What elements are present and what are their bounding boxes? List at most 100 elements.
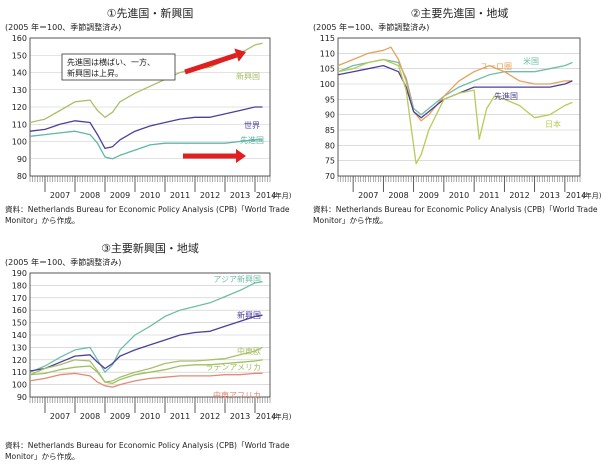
y-tick-label: 100 [12,138,27,147]
x-axis-unit: (年月) [582,191,602,200]
x-tick-label: 2014 [256,412,276,421]
x-axis-unit: (年月) [272,412,292,421]
source-note: 資料：Netherlands Bureau for Economic Polic… [313,205,598,225]
y-tick-label: 120 [12,103,27,112]
y-tick-label: 80 [17,172,27,181]
x-tick-label: 2014 [566,191,586,200]
x-tick-label: 2014 [256,191,276,200]
series-label: 先進国 [494,91,518,101]
chart-title: ②主要先進国・地域 [410,7,509,20]
x-tick-label: 2012 [200,412,220,421]
series-label: 先進国 [240,135,264,145]
series-label: 世界 [244,120,260,130]
x-tick-label: 2012 [200,191,220,200]
y-tick-label: 130 [12,343,27,352]
plot-frame [337,37,581,177]
unit-label: (2005 年＝100、季節調整済み) [313,23,430,32]
y-tick-label: 95 [325,95,335,104]
x-tick-label: 2013 [540,191,560,200]
y-tick-label: 160 [12,306,27,315]
series-line [29,106,263,150]
chart-title: ①先進国・新興国 [106,7,194,20]
y-tick-label: 110 [12,368,27,377]
x-tick-label: 2010 [140,191,160,200]
trend-arrow [184,52,238,75]
chart-title: ③主要新興国・地域 [101,242,199,255]
trend-arrow-head [236,149,246,163]
series-label: アジア新興国 [213,274,261,284]
source-note: 資料：Netherlands Bureau for Economic Polic… [5,441,290,461]
y-tick-label: 80 [325,141,335,150]
y-tick-label: 90 [17,155,27,164]
x-tick-label: 2008 [388,191,408,200]
x-tick-label: 2013 [230,412,250,421]
series-line [29,281,263,373]
y-tick-label: 120 [12,356,27,365]
x-tick-label: 2008 [80,412,100,421]
x-tick-label: 2009 [110,412,130,421]
annotation-text: 先進国は横ばい、一方、 [67,57,155,67]
chart-panel-1: ①先進国・新興国 (2005 年＝100、季節調整済み) 80 90 100 110 1… [0,0,300,230]
y-tick-label: 140 [12,69,27,78]
chart-panel-2: ②主要先進国・地域 (2005 年＝100、季節調整済み) 70 75 80 85 90… [308,0,611,230]
x-tick-label: 2009 [419,191,439,200]
series-label: ユーロ圏 [480,62,512,71]
series-line [29,372,263,388]
x-tick-label: 2007 [50,191,70,200]
series-label: 中東アフリカ [213,390,261,400]
series-line [29,130,263,160]
x-tick-label: 2012 [509,191,529,200]
trend-arrow-head [234,48,246,62]
x-tick-label: 2007 [50,412,70,421]
series-line [29,314,263,372]
y-tick-label: 90 [17,393,27,402]
series-label: 新興国 [237,310,261,320]
x-tick-label: 2011 [170,191,190,200]
y-tick-label: 130 [12,86,27,95]
series-line [29,359,263,385]
y-tick-label: 140 [12,331,27,340]
y-tick-label: 150 [12,51,27,60]
x-tick-label: 2007 [358,191,378,200]
chart-plot: 70 75 80 85 90 95 100 105 110 115 2007 2008 2009 2010… [320,34,602,200]
x-tick-label: 2011 [479,191,499,200]
chart-plot: 90 100 110 120 130 140 150 160 170 180 190 2007 2008… [12,269,292,421]
unit-label: (2005 年＝100、季節調整済み) [5,258,122,267]
y-tick-label: 70 [325,172,335,181]
unit-label: (2005 年＝100、季節調整済み) [5,23,122,32]
y-tick-label: 85 [325,126,335,135]
y-tick-label: 115 [320,34,335,43]
y-tick-label: 105 [320,65,335,74]
x-tick-label: 2009 [110,191,130,200]
x-axis-unit: (年月) [272,191,292,200]
series-line [337,58,573,165]
series-label: ラテンアメリカ [205,363,261,372]
y-tick-label: 180 [12,281,27,290]
y-tick-label: 170 [12,294,27,303]
x-tick-label: 2010 [140,412,160,421]
x-tick-label: 2013 [230,191,250,200]
y-tick-label: 110 [12,120,27,129]
series-label: 米国 [523,56,539,66]
annotation-text: 新興国は上昇。 [67,68,123,78]
series-label: 日本 [545,119,561,129]
x-tick-label: 2011 [170,412,190,421]
annotation-callout: 先進国は横ばい、一方、新興国は上昇。 [61,53,176,81]
series-label: 新興国 [236,71,260,81]
x-tick-label: 2010 [449,191,469,200]
chart-panel-3: ③主要新興国・地域 (2005 年＝100、季節調整済み) 90 100 110 12… [0,236,300,468]
y-tick-label: 100 [320,80,335,89]
series-label: 中東欧 [237,346,261,356]
y-tick-label: 190 [12,269,27,278]
series-line [29,346,263,383]
y-tick-label: 110 [320,49,335,58]
source-note: 資料：Netherlands Bureau for Economic Polic… [5,205,290,225]
y-tick-label: 75 [325,157,335,166]
series-line [337,64,573,119]
y-tick-label: 90 [325,111,335,120]
chart-plot: 80 90 100 110 120 130 140 150 160 2007 2008 2009 201… [12,34,292,200]
annotation-box [61,53,176,81]
y-tick-label: 160 [12,34,27,43]
y-tick-label: 100 [12,381,27,390]
y-tick-label: 150 [12,319,27,328]
